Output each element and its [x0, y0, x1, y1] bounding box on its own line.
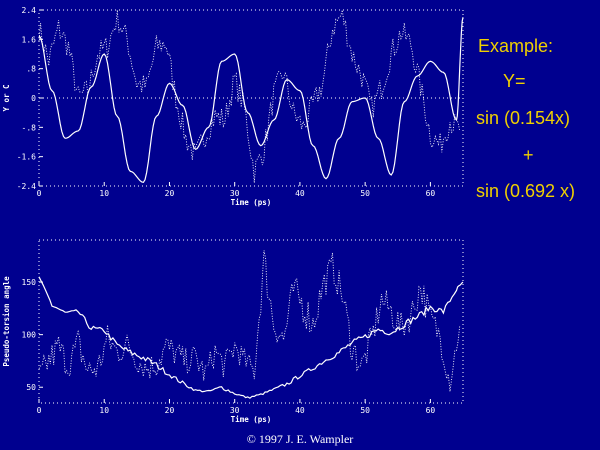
bottom-x-tick-label: 20 — [165, 406, 175, 415]
top-y-tick-label: .8 — [26, 65, 36, 74]
top-y-axis-label: Y or C — [2, 84, 11, 111]
bottom-y-tick-label: 150 — [22, 278, 37, 287]
bottom-x-tick-label: 60 — [426, 406, 436, 415]
bottom-x-tick-label: 10 — [99, 406, 109, 415]
top-x-tick-label: 60 — [426, 189, 436, 198]
top-y-tick-label: -.8 — [22, 123, 37, 132]
bottom-x-tick-label: 30 — [230, 406, 240, 415]
bottom-series-1-solid — [38, 276, 464, 399]
bottom-plot-frame — [38, 239, 464, 404]
top-x-tick-label: 0 — [37, 189, 42, 198]
bottom-x-tick-label: 40 — [295, 406, 305, 415]
top-x-tick-label: 30 — [230, 189, 240, 198]
bottom-y-tick-label: 100 — [22, 331, 37, 340]
example-plus: + — [523, 145, 534, 165]
top-y-tick-label: -2.4 — [17, 182, 36, 191]
example-title: Example: — [478, 36, 554, 56]
bottom-y-tick-label: 50 — [26, 383, 36, 392]
top-y-tick-label: 1.6 — [22, 35, 37, 44]
top-x-tick-label: 50 — [360, 189, 370, 198]
top-x-tick-label: 20 — [165, 189, 175, 198]
bottom-x-axis-label: Time (ps) — [231, 415, 272, 424]
example-term-1: sin (0.154x) — [476, 108, 571, 128]
bottom-x-tick-label: 0 — [37, 406, 42, 415]
bottom-x-tick-label: 50 — [360, 406, 370, 415]
top-series-2-dotted — [38, 9, 461, 183]
example-term-2: sin (0.692 x) — [476, 181, 576, 201]
top-y-tick-label: -1.6 — [17, 153, 36, 162]
bottom-series-2-dotted — [38, 250, 461, 392]
top-x-axis-label: Time (ps) — [231, 198, 272, 207]
copyright: © 1997 J. E. Wampler — [246, 432, 354, 446]
example-y-equals: Y= — [503, 71, 526, 91]
top-x-tick-label: 10 — [99, 189, 109, 198]
top-y-tick-label: 2.4 — [22, 6, 37, 15]
top-y-tick-label: 0 — [31, 94, 36, 103]
bottom-y-axis-label: Pseudo-torsion angle — [2, 276, 11, 367]
top-series-1-solid — [38, 17, 464, 183]
top-x-tick-label: 40 — [295, 189, 305, 198]
